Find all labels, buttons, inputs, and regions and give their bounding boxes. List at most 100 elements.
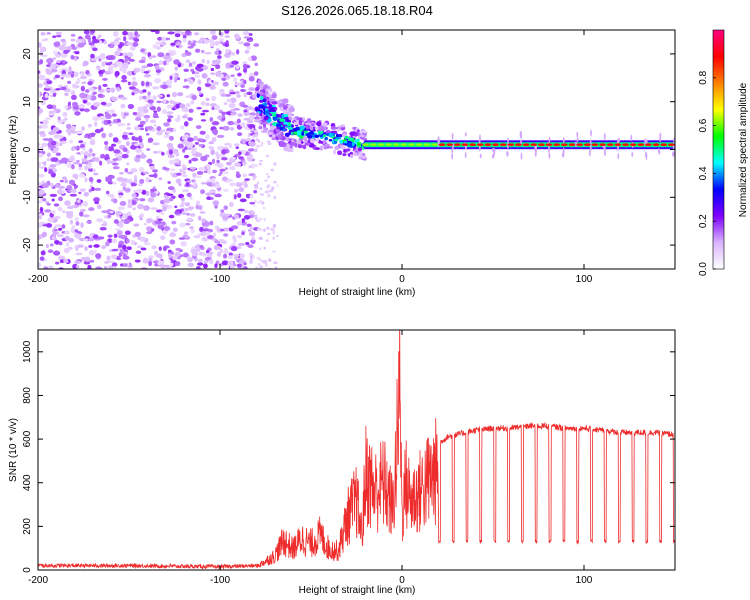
convergence-blob	[360, 134, 365, 138]
noise-blob	[190, 228, 195, 234]
noise-blob	[167, 249, 172, 253]
noise-blob	[77, 244, 84, 248]
colorbar-tick-label: 0.2	[698, 214, 709, 228]
noise-blob	[38, 181, 42, 186]
noise-blob	[53, 203, 60, 207]
spectrogram-y-axis-label: Frequency (Hz)	[8, 116, 19, 185]
noise-blob	[221, 111, 227, 115]
noise-blob	[70, 33, 76, 37]
noise-blob	[148, 260, 152, 267]
noise-blob	[111, 113, 117, 117]
noise-blob	[108, 132, 113, 138]
convergence-blob	[344, 135, 349, 139]
noise-blob	[198, 91, 202, 95]
tone-core	[667, 143, 675, 147]
noise-blob	[48, 265, 54, 269]
noise-blob	[162, 245, 167, 252]
noise-edge-blob	[255, 148, 258, 153]
noise-blob	[247, 244, 254, 248]
noise-blob	[175, 247, 182, 252]
noise-blob	[138, 95, 143, 101]
noise-blob	[226, 98, 232, 103]
noise-blob	[125, 141, 130, 147]
noise-blob	[70, 54, 75, 60]
transition-blob	[258, 125, 263, 130]
noise-blob	[77, 42, 85, 48]
noise-edge-blob	[254, 216, 259, 220]
tone-core	[385, 143, 392, 147]
noise-blob	[201, 58, 206, 64]
noise-blob	[95, 266, 103, 269]
noise-blob	[171, 220, 177, 225]
noise-blob	[134, 231, 141, 237]
noise-blob	[130, 33, 134, 38]
noise-blob	[41, 142, 48, 147]
noise-blob	[71, 224, 76, 231]
noise-blob	[205, 83, 212, 87]
convergence-blob	[294, 143, 298, 148]
noise-blob	[234, 91, 240, 94]
noise-blob	[158, 177, 163, 181]
noise-blob	[75, 221, 80, 226]
noise-blob	[186, 192, 192, 198]
tone-core	[614, 143, 622, 147]
noise-blob	[192, 181, 197, 187]
noise-blob	[38, 213, 43, 217]
noise-blob	[119, 248, 125, 255]
convergence-blob	[314, 126, 319, 131]
noise-blob	[38, 215, 42, 220]
colorbar-tick-label: 0.4	[698, 166, 709, 180]
noise-blob	[102, 77, 108, 81]
noise-blob	[229, 265, 235, 269]
noise-blob	[151, 245, 157, 250]
noise-blob	[250, 238, 256, 244]
noise-blob	[48, 110, 53, 114]
noise-blob	[105, 55, 113, 61]
noise-blob	[148, 257, 153, 262]
noise-blob	[104, 88, 112, 92]
transition-blob	[275, 123, 282, 127]
noise-blob	[60, 86, 67, 91]
noise-edge-blob	[252, 203, 256, 207]
noise-blob	[118, 206, 122, 211]
colorbar-tick-label: 0.0	[698, 262, 709, 276]
noise-blob	[179, 222, 186, 228]
noise-blob	[88, 188, 92, 193]
noise-blob	[234, 82, 242, 86]
noise-blob	[163, 198, 171, 204]
noise-blob	[154, 250, 158, 256]
noise-blob	[70, 38, 76, 42]
noise-blob	[109, 210, 114, 214]
noise-blob	[74, 51, 80, 55]
noise-blob	[68, 158, 76, 162]
noise-blob	[51, 68, 58, 73]
noise-blob	[211, 81, 220, 85]
noise-blob	[189, 226, 194, 229]
noise-blob	[139, 127, 145, 131]
noise-blob	[148, 56, 152, 60]
noise-edge-blob	[253, 183, 259, 188]
noise-blob	[93, 249, 97, 254]
noise-edge-blob	[273, 195, 276, 199]
noise-blob	[127, 122, 131, 126]
noise-blob	[134, 259, 141, 263]
noise-blob	[198, 166, 206, 171]
noise-blob	[142, 51, 148, 55]
noise-blob	[200, 112, 205, 116]
noise-blob	[228, 252, 233, 256]
noise-blob	[228, 103, 236, 109]
noise-blob	[175, 152, 180, 157]
noise-blob	[62, 40, 67, 47]
noise-blob	[237, 208, 245, 212]
noise-blob	[136, 245, 143, 249]
noise-blob	[243, 42, 251, 47]
snr-y-tick-label: 600	[22, 430, 33, 447]
noise-blob	[167, 180, 171, 185]
noise-blob	[247, 119, 254, 124]
noise-blob	[40, 31, 46, 36]
noise-blob	[126, 162, 130, 166]
noise-blob	[89, 140, 96, 146]
noise-blob	[116, 230, 123, 236]
noise-blob	[165, 52, 170, 56]
noise-blob	[248, 76, 255, 82]
